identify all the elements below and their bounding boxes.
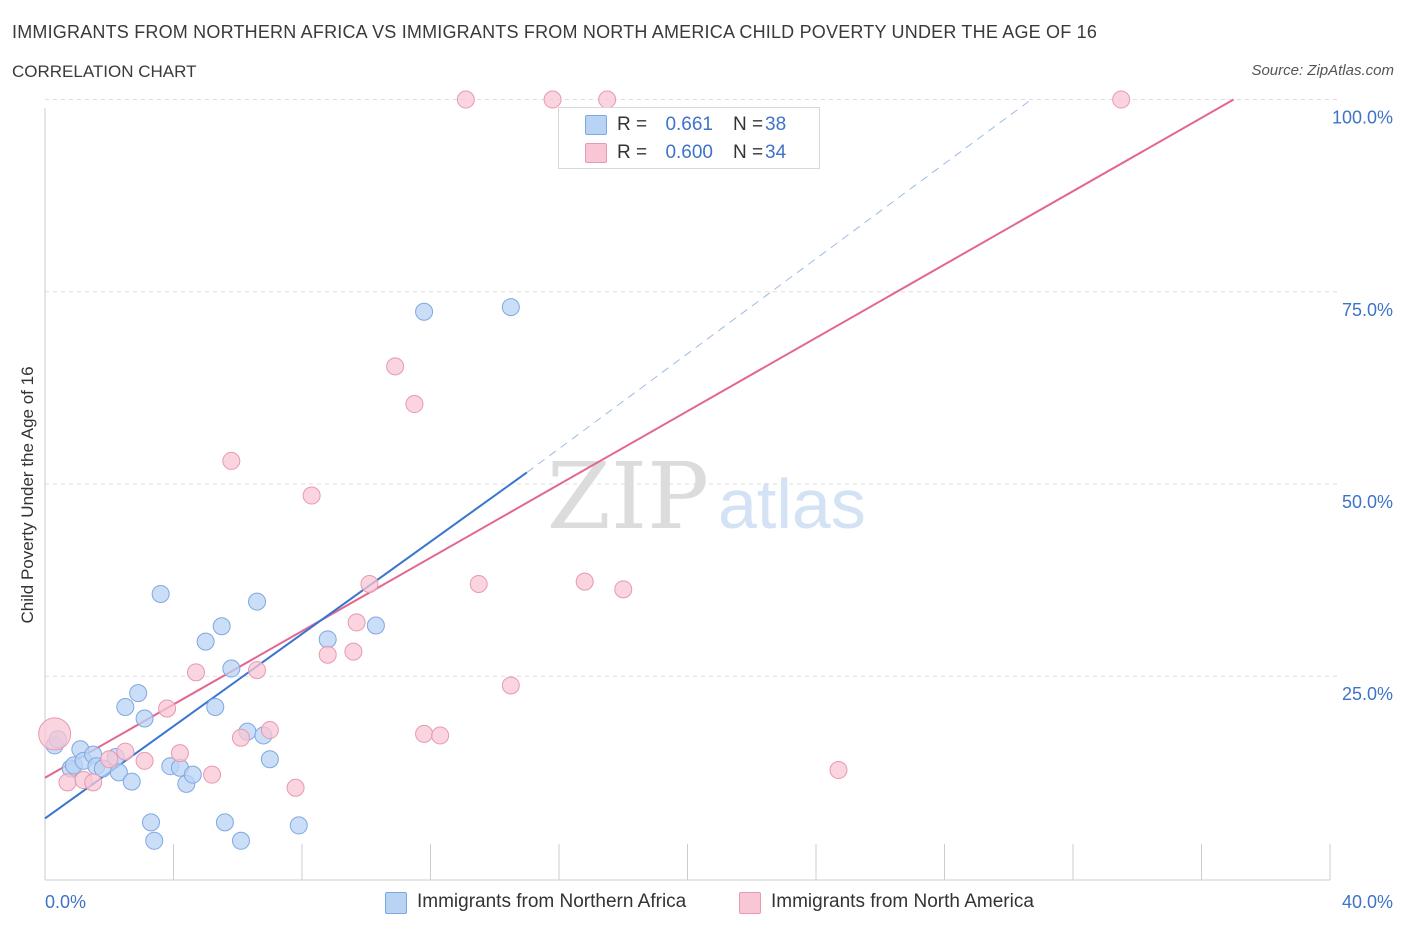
pink-data-point bbox=[135, 751, 154, 770]
pink-data-point bbox=[469, 574, 488, 593]
watermark-zip: ZIP bbox=[547, 443, 709, 550]
correlation-legend: R = 0.661 N = 38 R = 0.600 N = 34 bbox=[558, 107, 820, 169]
legend-r-value: 0.661 bbox=[665, 114, 713, 135]
pink-data-point bbox=[318, 645, 337, 664]
pink-data-point bbox=[260, 721, 279, 740]
watermark: ZIP atlas bbox=[547, 443, 866, 550]
tick-labels: 25.0% 50.0% 75.0% 100.0% 0.0% 40.0% bbox=[45, 108, 1393, 912]
pink-data-point bbox=[614, 580, 633, 599]
pink-data-point bbox=[501, 676, 520, 695]
y-axis-label: Child Poverty Under the Age of 16 bbox=[18, 366, 37, 624]
series-label-blue: Immigrants from Northern Africa bbox=[417, 891, 687, 912]
blue-data-point bbox=[215, 813, 234, 832]
legend-swatch-blue bbox=[585, 115, 607, 135]
blue-trend-extension bbox=[526, 99, 1032, 473]
pink-data-point bbox=[116, 742, 135, 761]
blue-data-point bbox=[142, 813, 161, 832]
chart-subtitle: CORRELATION CHART bbox=[12, 62, 197, 81]
legend-n-value: 34 bbox=[765, 142, 787, 163]
blue-data-point bbox=[222, 659, 241, 678]
blue-data-point bbox=[122, 772, 141, 791]
blue-data-point bbox=[415, 302, 434, 321]
pink-data-point bbox=[543, 90, 562, 109]
pink-data-point bbox=[386, 357, 405, 376]
legend-swatch-pink bbox=[585, 143, 607, 163]
pink-data-point bbox=[100, 750, 119, 769]
pink-data-point bbox=[360, 574, 379, 593]
legend-r-label: R = bbox=[617, 114, 648, 135]
legend-n-value: 38 bbox=[765, 114, 787, 135]
pink-data-point bbox=[58, 773, 77, 792]
blue-data-point bbox=[135, 709, 154, 728]
pink-data-point bbox=[158, 699, 177, 718]
blue-data-point bbox=[151, 584, 170, 603]
pink-data-point bbox=[203, 765, 222, 784]
axes bbox=[44, 108, 1331, 881]
blue-trend-line bbox=[44, 471, 528, 820]
pink-data-point bbox=[286, 778, 305, 797]
trend-lines bbox=[44, 98, 1235, 820]
x-tick-label: 0.0% bbox=[45, 892, 86, 912]
pink-data-point bbox=[302, 486, 321, 505]
pink-data-point bbox=[575, 572, 594, 591]
blue-data-point bbox=[109, 763, 128, 782]
pink-data-point bbox=[415, 724, 434, 743]
pink-trend-line bbox=[44, 98, 1235, 779]
pink-data-point bbox=[347, 613, 366, 632]
series-swatch-blue bbox=[385, 892, 407, 914]
pink-data-point bbox=[231, 728, 250, 747]
blue-data-point bbox=[206, 697, 225, 716]
blue-data-point bbox=[318, 630, 337, 649]
y-tick-label: 50.0% bbox=[1342, 492, 1393, 512]
pink-data-point bbox=[1112, 90, 1131, 109]
blue-data-point bbox=[145, 831, 164, 850]
blue-data-point bbox=[501, 298, 520, 317]
blue-data-point bbox=[289, 816, 308, 835]
blue-data-point bbox=[366, 616, 385, 635]
y-tick-label: 100.0% bbox=[1332, 108, 1393, 128]
watermark-atlas: atlas bbox=[718, 465, 866, 543]
series-swatch-pink bbox=[739, 892, 761, 914]
blue-data-point bbox=[231, 831, 250, 850]
data-points bbox=[38, 90, 1131, 850]
blue-data-point bbox=[260, 750, 279, 769]
legend-n-label: N = bbox=[733, 142, 764, 163]
blue-data-point bbox=[129, 684, 148, 703]
pink-data-point bbox=[344, 642, 363, 661]
y-tick-label: 25.0% bbox=[1342, 684, 1393, 704]
blue-data-point bbox=[248, 592, 267, 611]
pink-data-point bbox=[186, 663, 205, 682]
blue-data-point bbox=[196, 632, 215, 651]
pink-data-point bbox=[829, 761, 848, 780]
legend-r-value: 0.600 bbox=[665, 142, 713, 163]
pink-data-point bbox=[170, 744, 189, 763]
y-tick-label: 75.0% bbox=[1342, 300, 1393, 320]
blue-data-point bbox=[212, 617, 231, 636]
x-tick-label: 40.0% bbox=[1342, 892, 1393, 912]
source-label: Source: ZipAtlas.com bbox=[1251, 62, 1394, 79]
grid-lines bbox=[45, 99, 1340, 677]
blue-data-point bbox=[183, 765, 202, 784]
pink-data-point bbox=[456, 90, 475, 109]
pink-data-point bbox=[222, 451, 241, 470]
chart-title: IMMIGRANTS FROM NORTHERN AFRICA VS IMMIG… bbox=[12, 22, 1098, 42]
pink-data-point bbox=[38, 717, 72, 751]
pink-data-point bbox=[84, 773, 103, 792]
pink-data-point bbox=[431, 726, 450, 745]
pink-data-point bbox=[598, 90, 617, 109]
legend-r-label: R = bbox=[617, 142, 648, 163]
pink-data-point bbox=[405, 395, 424, 414]
pink-data-point bbox=[248, 661, 267, 680]
series-label-pink: Immigrants from North America bbox=[771, 891, 1034, 912]
blue-data-point bbox=[116, 697, 135, 716]
legend-n-label: N = bbox=[733, 114, 764, 135]
